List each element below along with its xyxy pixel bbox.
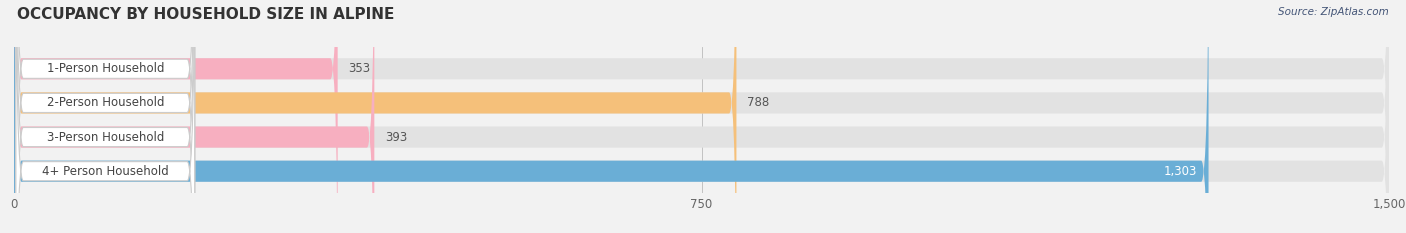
Text: 353: 353 xyxy=(349,62,371,75)
Text: OCCUPANCY BY HOUSEHOLD SIZE IN ALPINE: OCCUPANCY BY HOUSEHOLD SIZE IN ALPINE xyxy=(17,7,394,22)
FancyBboxPatch shape xyxy=(14,0,1389,233)
FancyBboxPatch shape xyxy=(14,0,1209,233)
Text: 4+ Person Household: 4+ Person Household xyxy=(42,165,169,178)
FancyBboxPatch shape xyxy=(14,0,1389,233)
FancyBboxPatch shape xyxy=(15,0,194,233)
FancyBboxPatch shape xyxy=(14,0,1389,233)
FancyBboxPatch shape xyxy=(15,0,194,233)
Text: 2-Person Household: 2-Person Household xyxy=(46,96,165,110)
FancyBboxPatch shape xyxy=(14,0,337,233)
Text: 3-Person Household: 3-Person Household xyxy=(46,130,165,144)
Text: 788: 788 xyxy=(748,96,769,110)
Text: 393: 393 xyxy=(385,130,408,144)
FancyBboxPatch shape xyxy=(14,0,374,233)
FancyBboxPatch shape xyxy=(14,0,737,233)
FancyBboxPatch shape xyxy=(15,0,194,233)
Text: Source: ZipAtlas.com: Source: ZipAtlas.com xyxy=(1278,7,1389,17)
FancyBboxPatch shape xyxy=(14,0,1389,233)
FancyBboxPatch shape xyxy=(15,0,194,233)
Text: 1,303: 1,303 xyxy=(1164,165,1198,178)
Text: 1-Person Household: 1-Person Household xyxy=(46,62,165,75)
